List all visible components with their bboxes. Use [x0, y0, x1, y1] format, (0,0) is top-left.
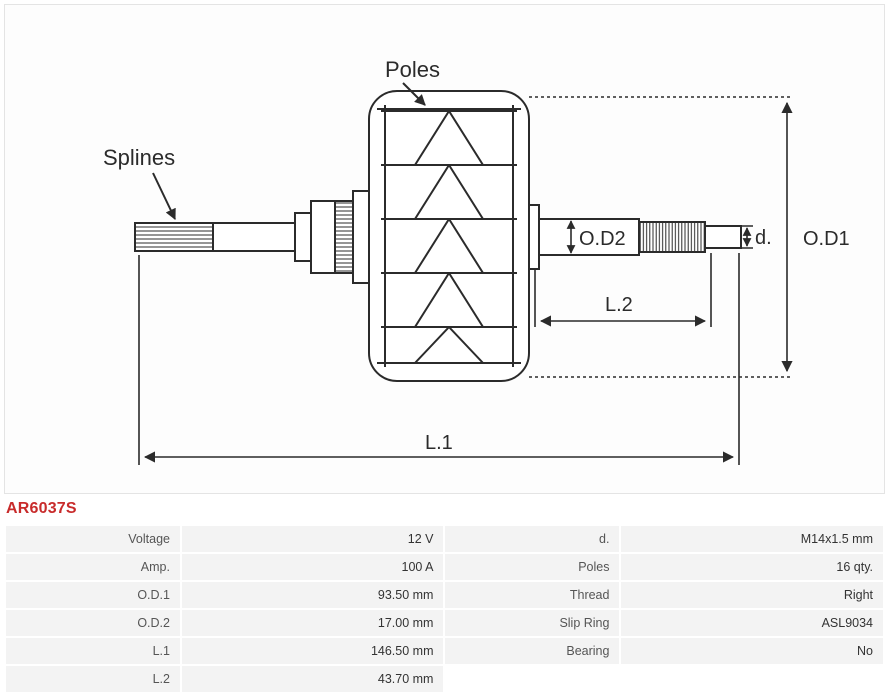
spec-label: L.2: [6, 666, 180, 692]
spec-label: Slip Ring: [445, 610, 619, 636]
spec-value: 100 A: [182, 554, 444, 580]
od1-dim-label: O.D1: [803, 228, 850, 250]
spec-label: O.D.2: [6, 610, 180, 636]
poles-label: Poles: [385, 57, 440, 82]
spec-value: 146.50 mm: [182, 638, 444, 664]
spec-label: Bearing: [445, 638, 619, 664]
spec-label: Voltage: [6, 526, 180, 552]
spec-label: O.D.1: [6, 582, 180, 608]
spec-table: Voltage12 Vd.M14x1.5 mm Amp.100 APoles16 …: [4, 524, 885, 694]
spec-value: Right: [621, 582, 883, 608]
l2-dim-label: L.2: [605, 294, 633, 316]
spec-label: [445, 666, 619, 692]
splines-label: Splines: [103, 145, 175, 170]
spec-label: L.1: [6, 638, 180, 664]
spec-value: [621, 666, 883, 692]
spec-label: Thread: [445, 582, 619, 608]
spec-value: 17.00 mm: [182, 610, 444, 636]
spec-label: Poles: [445, 554, 619, 580]
spec-value: 12 V: [182, 526, 444, 552]
l1-dim-label: L.1: [425, 432, 453, 454]
spec-value: No: [621, 638, 883, 664]
od2-dim-label: O.D2: [579, 228, 626, 250]
rotor-dimension-diagram: Poles Splines O.D1 O.D2 d. L.2 L.1: [4, 4, 885, 494]
spec-value: 43.70 mm: [182, 666, 444, 692]
part-number: AR6037S: [6, 500, 885, 518]
spec-value: M14x1.5 mm: [621, 526, 883, 552]
d-dim-label: d.: [755, 227, 772, 249]
spec-label: d.: [445, 526, 619, 552]
spec-value: 16 qty.: [621, 554, 883, 580]
spec-value: ASL9034: [621, 610, 883, 636]
spec-value: 93.50 mm: [182, 582, 444, 608]
spec-label: Amp.: [6, 554, 180, 580]
